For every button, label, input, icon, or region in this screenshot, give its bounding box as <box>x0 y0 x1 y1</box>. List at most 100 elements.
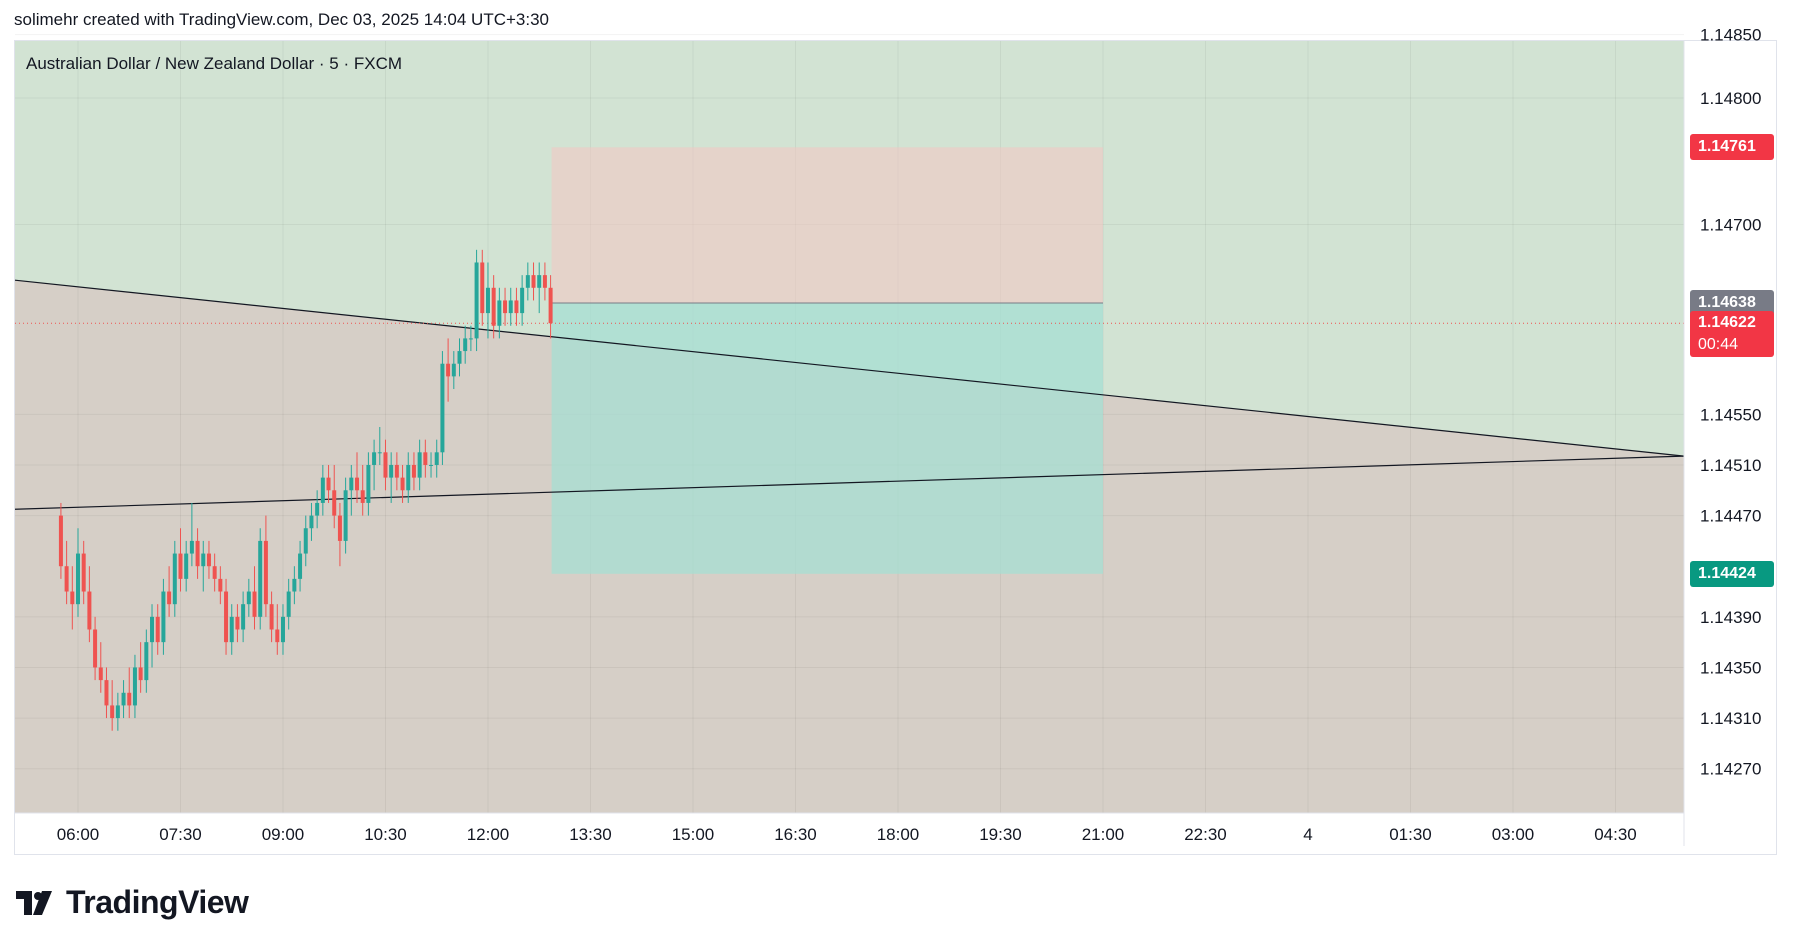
candle-body <box>76 553 80 605</box>
candle-body <box>514 300 519 314</box>
candle-body <box>269 604 274 630</box>
candle-body <box>343 490 348 541</box>
candle-body <box>417 452 422 478</box>
candle-body <box>485 287 490 314</box>
last-price-value: 1.14622 <box>1698 314 1756 332</box>
candle-body <box>218 578 223 592</box>
price-tick-label: 1.14310 <box>1700 709 1761 728</box>
candle-body <box>121 692 126 706</box>
trendline-lower <box>14 455 1685 510</box>
candle-body <box>224 591 229 643</box>
candle-body <box>355 477 360 491</box>
target-price-value: 1.14424 <box>1698 564 1756 582</box>
candle-body <box>491 287 496 326</box>
trendline-upper <box>14 279 1685 457</box>
candle-body <box>286 591 291 617</box>
candle-body <box>463 338 468 352</box>
price-tick-label: 1.14390 <box>1700 608 1761 627</box>
candle-body <box>423 452 428 465</box>
time-tick-label: 09:00 <box>262 825 305 844</box>
candle-body <box>263 540 268 605</box>
candle-body <box>150 616 155 643</box>
logo-text: TradingView <box>66 884 249 920</box>
candle-body <box>246 591 251 605</box>
candle-body <box>537 275 542 288</box>
candle-body <box>429 464 434 466</box>
candle-body <box>70 591 75 605</box>
price-tick-label: 1.14270 <box>1700 760 1761 779</box>
candle-body <box>372 452 377 465</box>
candle-body <box>508 300 513 314</box>
candle-body <box>434 452 439 465</box>
candle-body <box>366 464 371 503</box>
candle-body <box>241 604 246 630</box>
time-tick-label: 22:30 <box>1184 825 1227 844</box>
candle-body <box>189 540 194 554</box>
candle-body <box>144 642 149 681</box>
time-tick-label: 01:30 <box>1389 825 1432 844</box>
candle-body <box>252 591 257 617</box>
candle-body <box>58 515 63 567</box>
symbol-title: Australian Dollar / New Zealand Dollar ·… <box>26 54 403 73</box>
candle-body <box>229 616 234 643</box>
candle-body <box>406 464 411 491</box>
candle-body <box>155 616 160 643</box>
stop-price-tag: 1.14761 <box>1690 134 1774 161</box>
take-profit-zone <box>551 302 1103 574</box>
time-tick-label: 16:30 <box>774 825 817 844</box>
candle-body <box>542 275 547 288</box>
time-tick-label: 19:30 <box>979 825 1022 844</box>
price-tick-label: 1.14550 <box>1700 405 1761 424</box>
entry-price-value: 1.14638 <box>1698 293 1756 311</box>
candle-body <box>332 490 337 516</box>
tradingview-logo-icon <box>16 890 52 915</box>
time-tick-label: 21:00 <box>1082 825 1125 844</box>
candle-body <box>93 629 98 668</box>
stop-price-value: 1.14761 <box>1698 138 1756 156</box>
candle-body <box>275 629 280 643</box>
candle-body <box>349 477 354 491</box>
candle-body <box>87 591 92 630</box>
price-tick-label: 1.14470 <box>1700 507 1761 526</box>
time-tick-label: 07:30 <box>159 825 202 844</box>
candle-body <box>132 667 137 706</box>
candle-body <box>440 363 445 453</box>
candle-body <box>360 490 365 503</box>
candle-body <box>480 262 485 314</box>
candle-body <box>104 680 109 706</box>
target-price-tag: 1.14424 <box>1690 560 1774 587</box>
candle-body <box>206 553 211 567</box>
candle-body <box>258 540 263 617</box>
tradingview-logo[interactable]: TradingView <box>16 884 249 921</box>
candle-body <box>195 540 200 567</box>
price-tick-label: 1.14510 <box>1700 456 1761 475</box>
price-tick-label: 1.14700 <box>1700 216 1761 235</box>
candle-body <box>400 477 405 491</box>
candle-body <box>411 464 416 478</box>
candle-body <box>138 667 143 681</box>
candle-body <box>520 287 525 314</box>
candle-body <box>64 566 69 592</box>
candle-body <box>451 363 456 377</box>
bar-countdown: 00:44 <box>1698 336 1739 354</box>
candle-body <box>320 477 325 503</box>
time-tick-label: 04:30 <box>1594 825 1637 844</box>
candle-body <box>503 300 508 314</box>
candle-body <box>548 287 553 324</box>
candle-body <box>184 553 189 579</box>
price-tick-label: 1.14850 <box>1700 26 1761 45</box>
time-tick-label: 18:00 <box>877 825 920 844</box>
candle-body <box>468 338 473 340</box>
candle-body <box>280 616 285 643</box>
time-tick-label: 13:30 <box>569 825 612 844</box>
time-tick-label: 03:00 <box>1492 825 1535 844</box>
candle-body <box>98 667 103 681</box>
candle-body <box>115 705 120 719</box>
stop-loss-zone <box>551 147 1103 303</box>
time-tick-label: 15:00 <box>672 825 715 844</box>
header-attribution: solimehr created with TradingView.com, D… <box>14 10 550 29</box>
candle-body <box>531 275 536 288</box>
candle-body <box>446 363 451 377</box>
time-tick-label: 4 <box>1303 825 1312 844</box>
